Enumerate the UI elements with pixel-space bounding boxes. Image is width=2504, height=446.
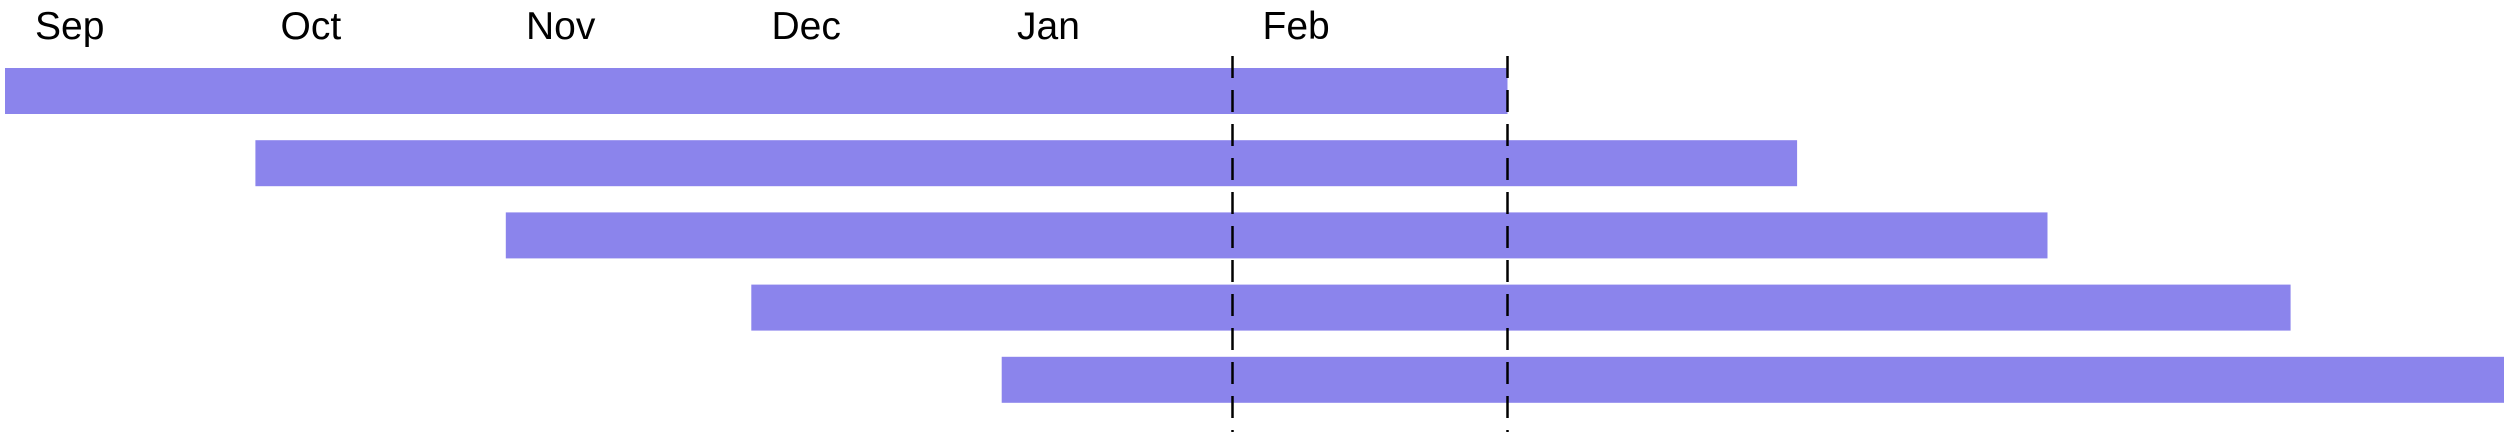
- bar-5: [1001, 356, 2504, 403]
- month-labels-layer: Sep Oct Nov Dec Jan Feb: [35, 5, 1330, 48]
- x-tick-label-sep: Sep: [35, 5, 104, 48]
- bars-layer: [5, 68, 2504, 403]
- bar-2: [255, 140, 1798, 187]
- bar-4: [751, 284, 2291, 331]
- bar-3: [505, 212, 2048, 259]
- x-tick-label-nov: Nov: [526, 5, 596, 48]
- bar-1: [5, 68, 1508, 114]
- reference-lines-layer: [1231, 56, 1509, 432]
- x-tick-label-dec: Dec: [772, 5, 841, 48]
- x-tick-label-jan: Jan: [1017, 5, 1080, 48]
- x-tick-label-oct: Oct: [281, 5, 342, 48]
- x-tick-label-feb: Feb: [1263, 5, 1330, 48]
